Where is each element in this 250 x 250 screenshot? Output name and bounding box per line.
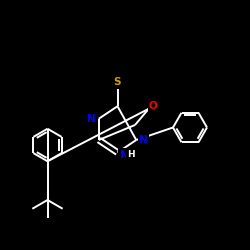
Text: N: N (88, 114, 96, 124)
Text: N: N (139, 135, 148, 145)
Text: N: N (120, 150, 128, 160)
Text: O: O (149, 101, 158, 111)
Text: H: H (128, 150, 135, 159)
Text: S: S (114, 77, 121, 87)
